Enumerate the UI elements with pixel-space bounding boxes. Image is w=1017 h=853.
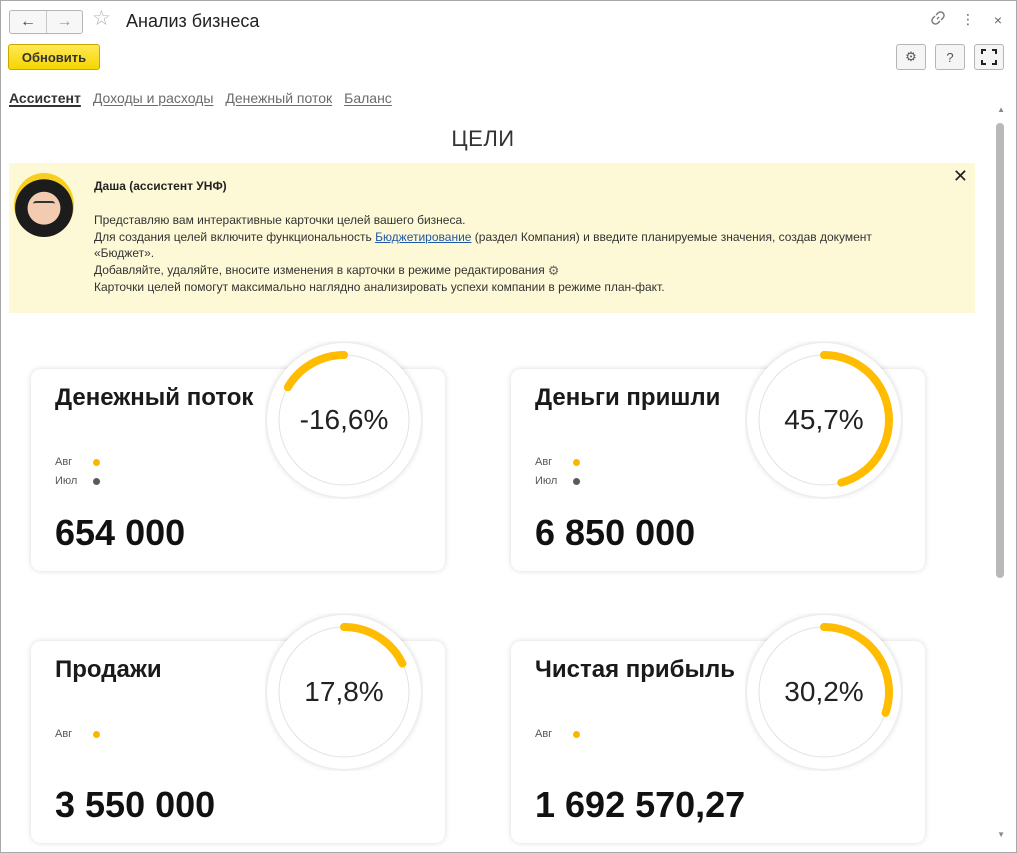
budgeting-link[interactable]: Бюджетирование xyxy=(375,229,472,244)
gauge-percent: 45,7% xyxy=(784,404,864,435)
legend-dot-prev xyxy=(573,477,580,485)
legend-label: Авг xyxy=(55,728,73,740)
progress-gauge: 45,7% xyxy=(745,341,903,499)
scrollbar-thumb[interactable] xyxy=(996,123,1004,578)
legend-dot-current xyxy=(93,730,100,738)
link-icon[interactable] xyxy=(930,11,946,28)
fullscreen-icon xyxy=(981,49,997,65)
legend-label: Июл xyxy=(535,475,558,487)
favorite-star-icon[interactable]: ☆ xyxy=(92,7,111,30)
settings-button[interactable]: ⚙ xyxy=(896,44,926,70)
tab-cash-flow[interactable]: Денежный поток xyxy=(225,90,333,106)
assistant-avatar xyxy=(14,173,74,237)
card-title: Деньги пришли xyxy=(535,384,721,411)
progress-gauge: -16,6% xyxy=(265,341,423,499)
gear-icon: ⚙ xyxy=(905,49,917,64)
card-value: 1 692 570,27 xyxy=(535,784,746,825)
assistant-close-button[interactable]: ✕ xyxy=(952,166,968,186)
legend-item-current: Авг xyxy=(535,728,580,740)
card-title: Продажи xyxy=(55,656,162,683)
card-title: Чистая прибыль xyxy=(535,656,735,683)
legend-label: Авг xyxy=(535,728,553,740)
legend-item-current: Авг xyxy=(55,456,100,468)
assistant-line-4: Карточки целей помогут максимально нагля… xyxy=(94,280,665,294)
gauge-percent: 30,2% xyxy=(784,676,864,707)
assistant-line-2: Для создания целей включите функциональн… xyxy=(94,229,894,262)
assistant-name: Даша (ассистент УНФ) xyxy=(94,179,227,193)
card-title: Денежный поток xyxy=(55,384,254,411)
card-value: 6 850 000 xyxy=(535,512,696,553)
card-value: 654 000 xyxy=(55,512,186,553)
legend-dot-current xyxy=(573,730,580,738)
assistant-panel: Даша (ассистент УНФ) Представляю вам инт… xyxy=(9,163,975,313)
back-button[interactable]: ← xyxy=(10,11,46,33)
tab-balance[interactable]: Баланс xyxy=(344,90,392,106)
command-bar-right: ⚙ ? xyxy=(896,44,1004,70)
gauge-disc xyxy=(747,343,901,497)
gauge-percent: -16,6% xyxy=(299,404,389,435)
forward-button[interactable]: → xyxy=(46,11,82,33)
tab-assistant[interactable]: Ассистент xyxy=(9,90,81,106)
gauge-progress-arc xyxy=(820,623,893,717)
scroll-up-arrow-icon[interactable]: ▲ xyxy=(997,105,1005,114)
gauge-disc xyxy=(267,615,421,769)
gauge-progress-arc xyxy=(283,351,348,392)
legend-dot-prev xyxy=(93,477,100,485)
assistant-line-3-text: Добавляйте, удаляйте, вносите изменения … xyxy=(94,262,545,277)
gauge-disc xyxy=(267,343,421,497)
legend-dot-current xyxy=(93,458,100,466)
legend-item-current: Авг xyxy=(55,728,100,740)
progress-gauge: 30,2% xyxy=(745,613,903,771)
assistant-line-2-tail: (раздел Компания) и введите планируемые … xyxy=(94,229,872,261)
scroll-down-arrow-icon[interactable]: ▼ xyxy=(997,830,1005,839)
arrow-left-icon: ← xyxy=(20,13,36,30)
legend-label: Авг xyxy=(535,456,553,468)
gauge-progress-arc xyxy=(340,623,407,668)
gauge-disc xyxy=(747,615,901,769)
assistant-line-2-text: Для создания целей включите функциональн… xyxy=(94,229,376,244)
tab-income-expenses[interactable]: Доходы и расходы xyxy=(92,90,214,106)
fullscreen-button[interactable] xyxy=(974,44,1004,70)
legend-item-prev: Июл xyxy=(535,475,580,487)
gauge-svg xyxy=(267,343,421,497)
gauge-svg xyxy=(747,343,901,497)
title-bar: ← → ☆ Анализ бизнеса ⋮ × xyxy=(1,1,1016,41)
gauge-percent: 17,8% xyxy=(304,676,384,707)
gauge-svg xyxy=(747,615,901,769)
assistant-message: Представляю вам интерактивные карточки ц… xyxy=(94,212,894,296)
card-value: 3 550 000 xyxy=(55,784,216,825)
gauge-progress-arc xyxy=(820,351,893,487)
legend-item-prev: Июл xyxy=(55,475,100,487)
arrow-right-icon: → xyxy=(56,13,73,30)
navigation-buttons: ← → xyxy=(9,10,83,34)
legend-label: Авг xyxy=(55,456,73,468)
legend-item-current: Авг xyxy=(535,456,580,468)
window-title: Анализ бизнеса xyxy=(126,11,260,31)
section-tabs: Ассистент Доходы и расходы Денежный пото… xyxy=(9,90,392,106)
legend-label: Июл xyxy=(55,475,78,487)
close-icon[interactable]: × xyxy=(993,11,1003,28)
gear-icon: ⚙ xyxy=(547,262,560,278)
progress-gauge: 17,8% xyxy=(265,613,423,771)
assistant-line-3: Добавляйте, удаляйте, вносите изменения … xyxy=(94,262,894,280)
more-icon[interactable]: ⋮ xyxy=(961,11,975,27)
window-controls: ⋮ × xyxy=(930,11,1006,28)
page-heading: ЦЕЛИ xyxy=(451,126,515,151)
gauge-svg xyxy=(267,615,421,769)
legend-dot-current xyxy=(573,458,580,466)
refresh-button[interactable]: Обновить xyxy=(8,44,100,70)
help-button[interactable]: ? xyxy=(935,44,965,70)
assistant-line-1: Представляю вам интерактивные карточки ц… xyxy=(94,213,466,227)
